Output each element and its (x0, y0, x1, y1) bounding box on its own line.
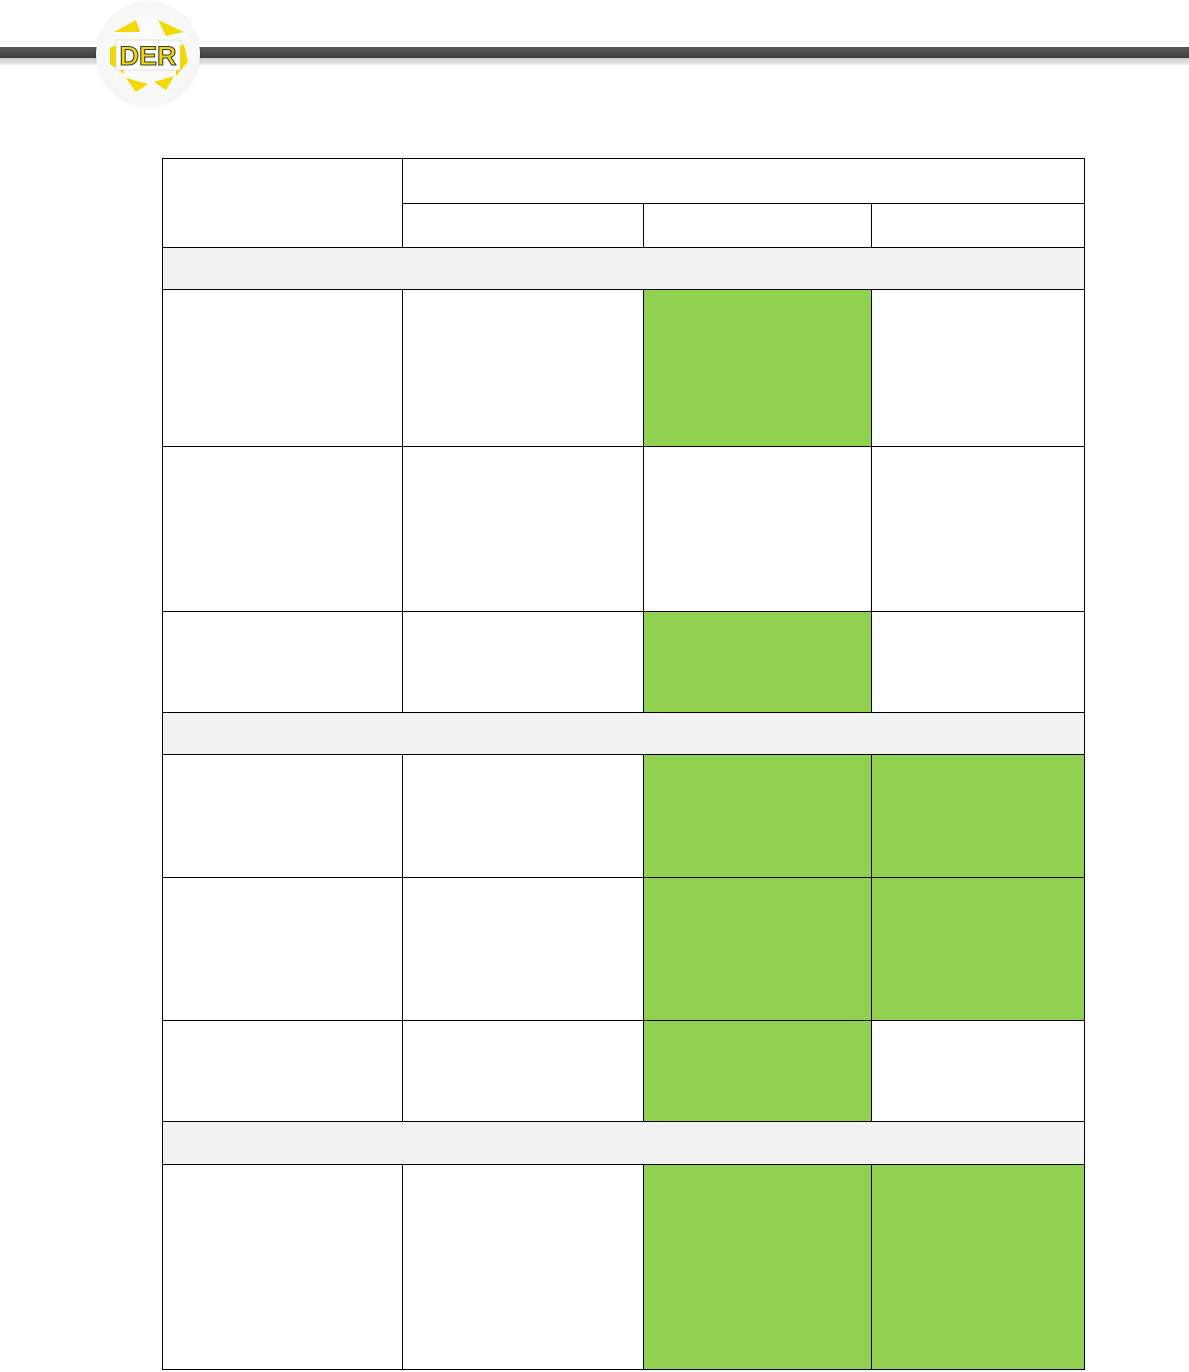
table-cell (402, 1164, 644, 1370)
highlighted-cell (643, 1020, 872, 1122)
subheader-cell-3 (870, 203, 1086, 248)
header-group-cell (401, 158, 1086, 204)
table-row (162, 1164, 1086, 1370)
table-cell (402, 877, 644, 1021)
highlighted-cell (643, 877, 872, 1021)
header-rule-dark (0, 47, 1189, 58)
subheader-cell-1 (402, 203, 644, 248)
der-logo-icon: DER (110, 20, 188, 92)
highlighted-cell (643, 289, 872, 447)
section-row (161, 712, 1086, 755)
row-label-cell (162, 754, 403, 878)
table-row (162, 611, 1086, 713)
highlighted-cell (870, 754, 1086, 878)
table-cell (402, 289, 644, 447)
section-cell (161, 247, 1086, 290)
highlighted-cell (870, 877, 1086, 1021)
table-cell (870, 1020, 1086, 1122)
row-label-cell (162, 289, 403, 447)
highlighted-cell (643, 1164, 872, 1370)
assessment-table (161, 158, 1086, 1370)
table-cell (870, 446, 1086, 612)
table-cell (402, 1020, 644, 1122)
header-rule (0, 47, 1189, 67)
table-cell (402, 446, 644, 612)
row-label-cell (162, 1020, 403, 1122)
subheader-cell-2 (643, 203, 872, 248)
section-row (161, 247, 1086, 290)
table-row (162, 446, 1086, 612)
highlighted-cell (643, 611, 872, 713)
row-label-cell (162, 611, 403, 713)
section-row (161, 1121, 1086, 1165)
der-logo: DER (96, 2, 200, 106)
table-cell (402, 754, 644, 878)
table-row (162, 877, 1086, 1021)
highlighted-cell (870, 1164, 1086, 1370)
section-cell (161, 712, 1086, 755)
table-cell (643, 446, 872, 612)
header-corner-cell (162, 158, 403, 248)
logo-text: DER (119, 41, 176, 71)
header-rule-light (0, 58, 1189, 65)
table-row (162, 754, 1086, 878)
highlighted-cell (643, 754, 872, 878)
table-cell (402, 611, 644, 713)
row-label-cell (162, 877, 403, 1021)
table-row (162, 289, 1086, 447)
row-label-cell (162, 1164, 403, 1370)
row-label-cell (162, 446, 403, 612)
table-cell (870, 611, 1086, 713)
table-cell (870, 289, 1086, 447)
table-row (162, 1020, 1086, 1122)
table-subheader-row (163, 203, 1086, 248)
section-cell (161, 1121, 1086, 1165)
table-header-row (162, 158, 1086, 248)
